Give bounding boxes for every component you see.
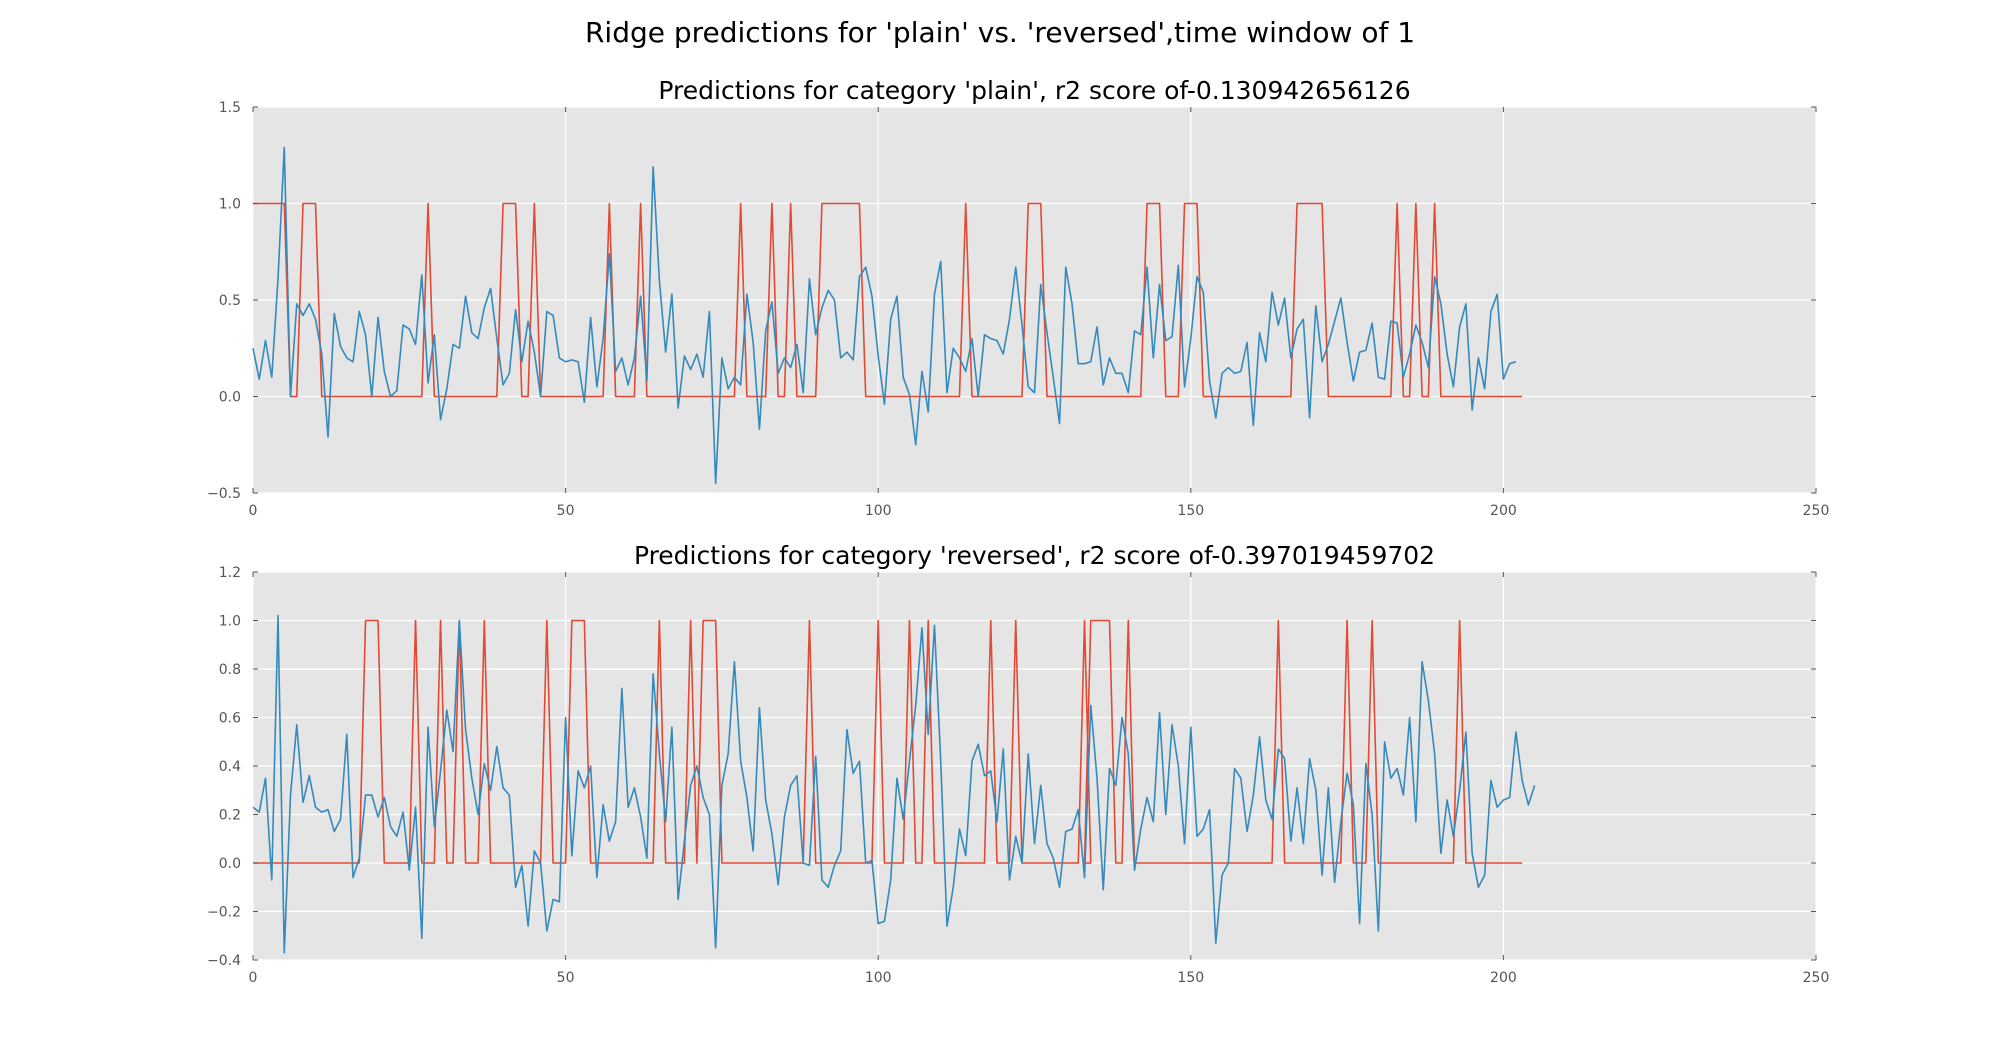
y-tick-label: −0.4 [207,953,241,969]
x-tick-label: 250 [1803,503,1830,519]
y-tick-label: 0.4 [219,759,241,775]
actual-series-line [253,202,1523,398]
x-tick-label: 100 [865,970,892,986]
predicted-series-line [252,614,1536,954]
axes-plain: 0 50 100 150 200 250 −0.5 0.0 0.5 1.0 1.5 Predictio… [207,76,1829,519]
y-tick-label: −0.2 [207,905,241,921]
x-tick-label: 0 [249,503,258,519]
y-tick-label: 0.0 [219,390,241,406]
x-tick-label: 250 [1803,970,1830,986]
x-tick-label: 200 [1490,970,1517,986]
y-tick-label: 1.2 [219,565,241,581]
axes-reversed: 0 50 100 150 200 250 −0.4 −0.2 0.0 0.2 0.4 0.6 0.8 1.… [207,541,1829,986]
actual-series-line [253,619,1523,864]
y-tick-label: 0.0 [219,856,241,872]
y-tick-label: 0.6 [219,711,241,727]
y-tick-label: 1.5 [219,100,241,116]
x-tick-label: 150 [1177,970,1204,986]
axes-title: Predictions for category 'plain', r2 sco… [658,76,1410,105]
y-tick-label: 1.0 [219,614,241,630]
y-tick-label: 0.5 [219,293,241,309]
x-tick-label: 200 [1490,503,1517,519]
x-tick-label: 0 [249,970,258,986]
predicted-series-line [252,146,1517,485]
x-tick-label: 50 [557,503,575,519]
y-tick-label: 0.2 [219,808,241,824]
axes-title: Predictions for category 'reversed', r2 … [634,541,1435,570]
x-tick-label: 150 [1177,503,1204,519]
y-tick-label: −0.5 [207,486,241,502]
y-tick-label: 0.8 [219,662,241,678]
x-tick-label: 50 [557,970,575,986]
y-tick-label: 1.0 [219,197,241,213]
figure-suptitle: Ridge predictions for 'plain' vs. 'rever… [585,16,1415,49]
x-tick-label: 100 [865,503,892,519]
